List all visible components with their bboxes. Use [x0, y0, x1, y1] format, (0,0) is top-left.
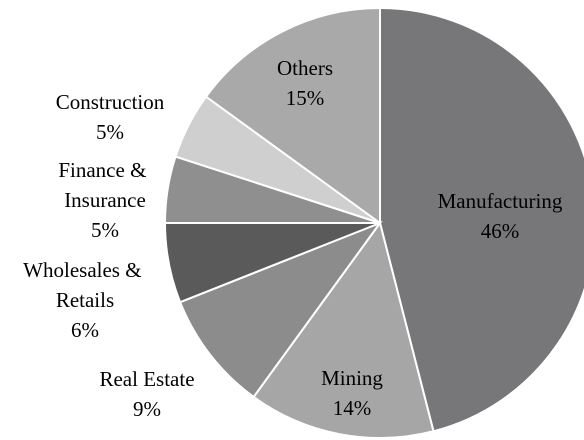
pie-slice	[379, 6, 584, 433]
slice-label: Manufacturing	[438, 189, 563, 213]
label-line: Mining	[321, 366, 383, 390]
pie-slice	[178, 220, 383, 399]
slice-label: Real Estate	[99, 367, 194, 391]
slice-label: Others	[277, 56, 333, 80]
label-line: Others	[277, 56, 333, 80]
value-label: 5%	[96, 120, 124, 144]
slice-label: Construction	[56, 90, 165, 114]
label-line: Wholesales &	[23, 258, 147, 282]
value-label: 15%	[286, 86, 325, 110]
value-label: 5%	[91, 218, 119, 242]
value-label: 46%	[481, 219, 520, 243]
label-line: Real Estate	[99, 367, 194, 391]
pie-slice	[252, 220, 435, 439]
label-line: Finance &	[58, 158, 151, 182]
slice-label: Mining	[321, 366, 383, 390]
value-label: 9%	[133, 397, 161, 421]
label-line: Insurance	[64, 188, 146, 212]
value-label: 14%	[333, 396, 372, 420]
label-line: Manufacturing	[438, 189, 563, 213]
value-label: 6%	[71, 318, 99, 342]
pie-slice	[204, 6, 381, 225]
slice-label: Finance & Insurance	[58, 158, 151, 212]
slice-label: Wholesales & Retails	[23, 258, 147, 312]
label-line: Retails	[56, 288, 114, 312]
label-line: Construction	[56, 90, 165, 114]
